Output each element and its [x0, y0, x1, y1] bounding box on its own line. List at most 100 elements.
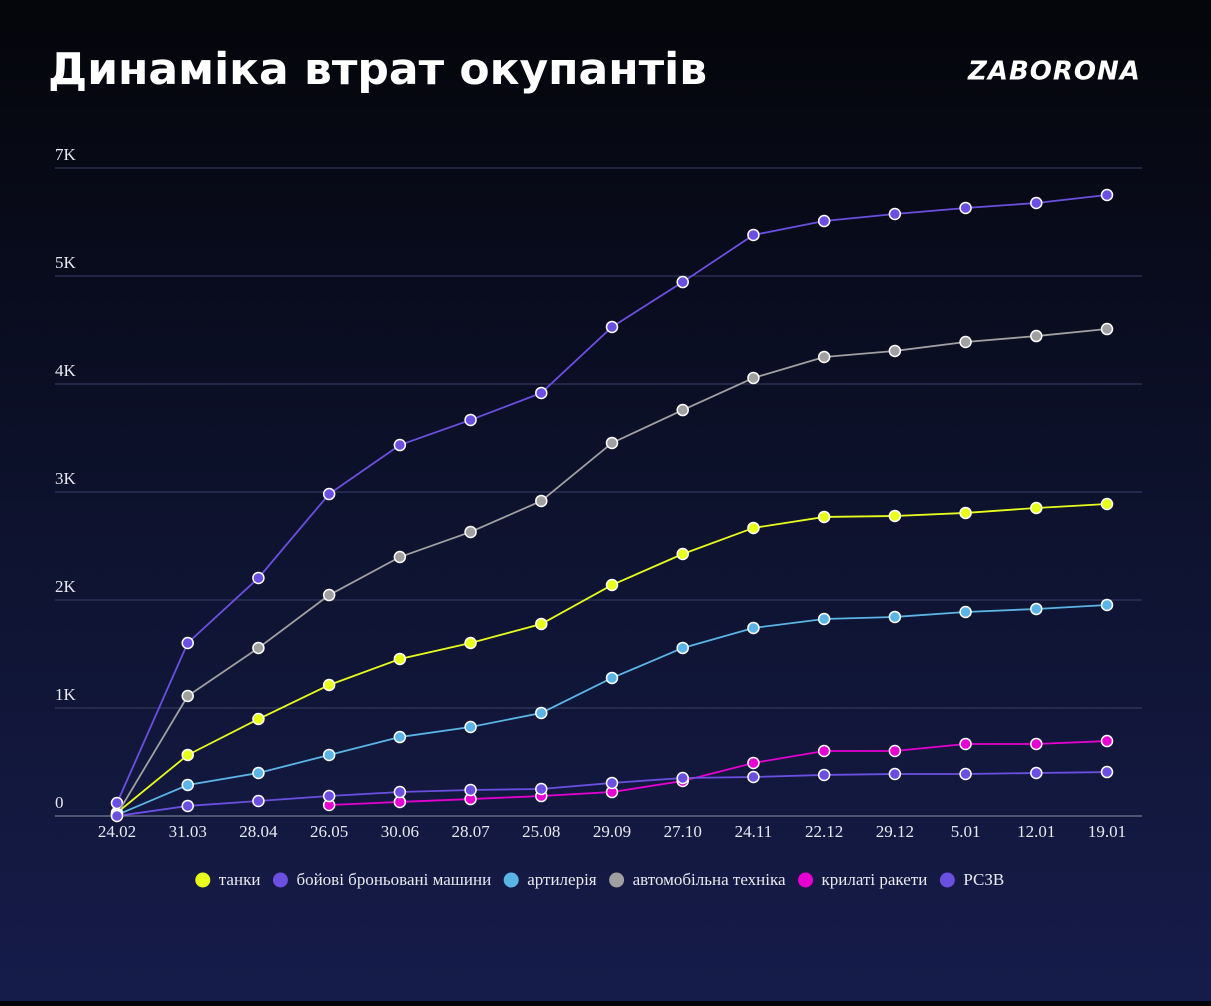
point [1030, 737, 1043, 751]
logo: ZABORONA [967, 57, 1141, 87]
point [464, 783, 477, 797]
point [1030, 329, 1043, 343]
point [393, 730, 407, 744]
point [464, 636, 477, 650]
x-tick-label: 24.11 [735, 822, 773, 841]
point [747, 228, 760, 242]
point [181, 689, 194, 703]
x-tick-label: 29.12 [876, 822, 914, 841]
x-tick-label: 25.08 [522, 822, 560, 841]
legend-label: автомобільна техніка [633, 870, 786, 889]
point [747, 621, 760, 635]
x-tick-label: 27.10 [664, 822, 702, 841]
legend-marker [798, 872, 814, 888]
series [110, 598, 1114, 822]
x-tick-label: 24.02 [98, 822, 136, 841]
legend-marker [195, 872, 211, 888]
point [464, 720, 477, 734]
x-tick-label: 5.01 [951, 822, 981, 841]
y-tick-label: 7K [55, 145, 77, 164]
point [676, 641, 689, 655]
point [605, 436, 619, 450]
y-tick-label: 4K [55, 361, 77, 380]
point [393, 652, 407, 666]
line [329, 740, 1108, 806]
point [888, 207, 902, 221]
point [959, 605, 972, 619]
point [676, 403, 689, 417]
point [888, 344, 902, 358]
legend-label: бойові броньовані машини [296, 870, 491, 889]
series [110, 188, 1114, 810]
point [535, 386, 548, 400]
point [322, 588, 336, 602]
point [252, 641, 265, 655]
y-tick-label: 3K [55, 469, 77, 488]
point [959, 737, 972, 751]
point [676, 547, 689, 561]
chart-title: Динаміка втрат окупантів [48, 44, 707, 95]
point [817, 350, 831, 364]
point [817, 744, 831, 758]
legend: танки бойові броньовані машини артилерія ав… [195, 870, 1004, 889]
point [747, 521, 760, 535]
point [181, 799, 194, 813]
x-tick-label: 30.06 [381, 822, 419, 841]
point [676, 771, 689, 785]
point [747, 371, 760, 385]
point [817, 768, 831, 782]
point [888, 610, 902, 624]
y-tick-label: 5K [55, 253, 77, 272]
legend-label: крилаті ракети [822, 870, 928, 889]
legend-label: РСЗВ [963, 870, 1004, 889]
point [605, 776, 619, 790]
x-tick-label: 28.07 [451, 822, 490, 841]
legend-marker [503, 872, 519, 888]
point [676, 275, 689, 289]
point [110, 809, 124, 823]
point [535, 706, 548, 720]
x-tick-label: 22.12 [805, 822, 843, 841]
point [605, 578, 619, 592]
series [110, 765, 1114, 823]
point [181, 748, 194, 762]
point [393, 550, 407, 564]
point [535, 617, 548, 631]
point [535, 782, 548, 796]
x-tick-label: 26.05 [310, 822, 348, 841]
legend-label: танки [219, 870, 261, 889]
line [116, 328, 1108, 815]
point [1030, 602, 1043, 616]
point [605, 671, 619, 685]
x-tick-label: 19.01 [1088, 822, 1126, 841]
point [1030, 766, 1043, 780]
point [393, 785, 407, 799]
point [1100, 734, 1114, 748]
point [959, 201, 972, 215]
point [1100, 188, 1114, 202]
point [535, 494, 548, 508]
point [1030, 501, 1043, 515]
point [181, 636, 194, 650]
point [605, 320, 619, 334]
point [817, 510, 831, 524]
line [116, 503, 1108, 814]
x-tick-label: 12.01 [1017, 822, 1055, 841]
y-tick-label: 1K [55, 685, 77, 704]
point [888, 509, 902, 523]
point [747, 756, 760, 770]
point [888, 767, 902, 781]
x-tick-label: 28.04 [239, 822, 278, 841]
legend-marker [939, 872, 955, 888]
point [252, 794, 265, 808]
point [464, 413, 477, 427]
series [110, 497, 1114, 820]
point [1100, 598, 1114, 612]
point [959, 506, 972, 520]
point [1100, 765, 1114, 779]
point [181, 778, 194, 792]
point [817, 214, 831, 228]
point [959, 767, 972, 781]
legend-label: артилерія [527, 870, 597, 889]
